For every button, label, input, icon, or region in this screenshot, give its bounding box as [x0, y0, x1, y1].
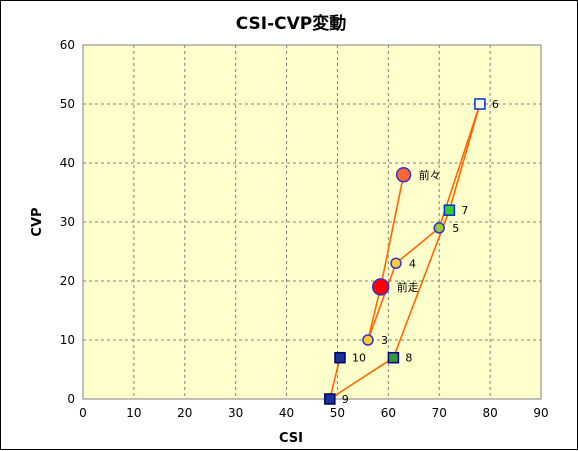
point-label: 3 — [381, 334, 388, 347]
x-tick-label: 10 — [126, 406, 141, 420]
data-point-square — [474, 98, 486, 110]
y-tick-label: 40 — [60, 156, 75, 170]
series-line-segment — [329, 357, 394, 400]
grid-lines — [83, 45, 541, 399]
point-label: 10 — [352, 352, 366, 365]
x-tick-label: 80 — [482, 406, 497, 420]
y-tick-label: 60 — [60, 38, 75, 52]
data-point-circle — [362, 334, 374, 346]
y-axis-ticks: 0 10 20 30 40 50 60 — [60, 38, 75, 406]
series-line-segment — [329, 357, 341, 400]
x-tick-label: 50 — [330, 406, 345, 420]
series-line-segment — [367, 286, 382, 341]
data-point-circle — [395, 167, 412, 183]
series-line-segment — [395, 227, 440, 264]
x-tick-label: 0 — [79, 406, 87, 420]
point-label: 5 — [452, 222, 459, 235]
data-point-square — [324, 393, 336, 405]
x-tick-label: 60 — [381, 406, 396, 420]
data-point-circle — [390, 257, 402, 270]
x-tick-label: 30 — [228, 406, 243, 420]
y-tick-label: 30 — [60, 215, 75, 229]
point-label: 8 — [405, 352, 412, 365]
point-label: 前走 — [397, 280, 419, 294]
point-label: 9 — [342, 393, 349, 406]
data-point-square — [334, 351, 346, 364]
series-lines — [329, 103, 481, 400]
x-tick-label: 40 — [279, 406, 294, 420]
y-axis-title: CVP — [30, 207, 45, 236]
y-tick-label: 10 — [60, 333, 75, 347]
y-tick-label: 50 — [60, 97, 75, 111]
series-line-segment — [448, 103, 481, 211]
x-tick-label: 90 — [533, 406, 548, 420]
point-label: 前々 — [419, 168, 441, 182]
data-point-square — [387, 351, 400, 364]
series-line-segment — [379, 174, 405, 288]
point-label: 6 — [492, 98, 499, 111]
x-axis-title: CSI — [279, 431, 303, 446]
x-axis-ticks: 0 10 20 30 40 50 60 70 80 90 — [79, 406, 548, 420]
x-tick-label: 70 — [432, 406, 447, 420]
y-tick-label: 0 — [67, 392, 75, 406]
series-line-segment — [367, 263, 397, 341]
chart-title: CSI-CVP変動 — [236, 13, 347, 34]
point-label: 4 — [409, 257, 416, 270]
y-tick-label: 20 — [60, 274, 75, 288]
data-point-square — [443, 204, 456, 216]
series-line-segment — [392, 209, 451, 358]
data-point-circle — [371, 278, 390, 296]
point-label: 7 — [461, 204, 468, 217]
x-tick-label: 20 — [177, 406, 192, 420]
data-point-circle — [433, 222, 445, 234]
data-points — [324, 98, 486, 405]
